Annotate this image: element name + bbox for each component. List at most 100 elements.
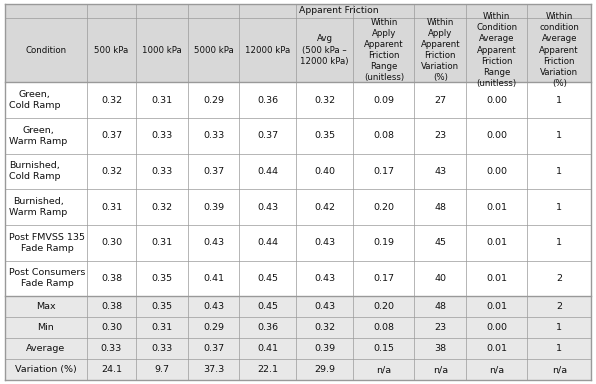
Text: 0.43: 0.43	[203, 238, 224, 247]
Bar	[527, 359, 591, 380]
Bar	[527, 261, 591, 296]
Bar	[240, 154, 296, 189]
Bar	[136, 189, 188, 225]
Text: 0.30: 0.30	[101, 323, 122, 332]
Text: 5000 kPa: 5000 kPa	[194, 46, 234, 55]
Bar	[466, 317, 527, 338]
Bar	[466, 338, 527, 359]
Text: 2: 2	[556, 302, 562, 311]
Text: 1: 1	[556, 344, 562, 353]
Bar	[296, 359, 353, 380]
Text: 29.9: 29.9	[314, 365, 335, 374]
Text: Within
Apply
Apparent
Friction
Variation
(%): Within Apply Apparent Friction Variation…	[421, 18, 460, 82]
Text: 27: 27	[434, 96, 446, 104]
Bar	[5, 118, 87, 154]
Text: 1000 kPa: 1000 kPa	[142, 46, 182, 55]
Bar	[466, 18, 527, 82]
Text: Burnished,
Cold Ramp: Burnished, Cold Ramp	[9, 161, 60, 182]
Text: n/a: n/a	[552, 365, 567, 374]
Bar	[296, 82, 353, 118]
Bar	[188, 189, 240, 225]
Bar	[240, 118, 296, 154]
Text: 0.37: 0.37	[257, 131, 278, 140]
Text: 0.43: 0.43	[314, 274, 335, 283]
Bar	[136, 18, 188, 82]
Text: 0.33: 0.33	[151, 167, 172, 176]
Bar	[188, 118, 240, 154]
Text: 2: 2	[556, 274, 562, 283]
Text: 0.42: 0.42	[314, 203, 335, 212]
Text: 0.00: 0.00	[486, 131, 507, 140]
Bar	[188, 154, 240, 189]
Bar	[353, 338, 414, 359]
Bar	[414, 261, 466, 296]
Bar	[188, 317, 240, 338]
Text: 0.31: 0.31	[151, 238, 172, 247]
Bar	[353, 118, 414, 154]
Bar	[87, 317, 136, 338]
Text: 0.00: 0.00	[486, 96, 507, 104]
Bar	[188, 338, 240, 359]
Bar	[136, 359, 188, 380]
Text: Post FMVSS 135
Fade Ramp: Post FMVSS 135 Fade Ramp	[9, 233, 85, 253]
Bar	[136, 296, 188, 317]
Bar	[87, 296, 136, 317]
Text: Within
Condition
Average
Apparent
Friction
Range
(unitless): Within Condition Average Apparent Fricti…	[476, 12, 517, 88]
Bar	[466, 261, 527, 296]
Text: Green,
Cold Ramp: Green, Cold Ramp	[9, 90, 60, 110]
Text: 0.39: 0.39	[203, 203, 224, 212]
Bar	[5, 359, 87, 380]
Bar	[87, 225, 136, 261]
Text: 0.36: 0.36	[257, 96, 278, 104]
Bar	[353, 261, 414, 296]
Text: Average: Average	[26, 344, 66, 353]
Text: 12000 kPa: 12000 kPa	[245, 46, 290, 55]
Bar	[466, 189, 527, 225]
Text: 0.08: 0.08	[374, 131, 395, 140]
Bar	[296, 261, 353, 296]
Bar	[5, 4, 87, 18]
Text: 500 kPa: 500 kPa	[94, 46, 129, 55]
Text: 0.39: 0.39	[314, 344, 335, 353]
Text: 23: 23	[434, 323, 446, 332]
Bar	[466, 118, 527, 154]
Text: 0.00: 0.00	[486, 323, 507, 332]
Text: Avg
(500 kPa –
12000 kPa): Avg (500 kPa – 12000 kPa)	[300, 35, 349, 66]
Text: 9.7: 9.7	[154, 365, 169, 374]
Text: 0.33: 0.33	[151, 344, 172, 353]
Bar	[136, 154, 188, 189]
Bar	[240, 338, 296, 359]
Text: 0.44: 0.44	[257, 167, 278, 176]
Bar	[414, 317, 466, 338]
Bar	[527, 225, 591, 261]
Text: 0.33: 0.33	[151, 131, 172, 140]
Bar	[5, 338, 87, 359]
Bar	[240, 189, 296, 225]
Bar	[414, 338, 466, 359]
Bar	[466, 225, 527, 261]
Text: Burnished,
Warm Ramp: Burnished, Warm Ramp	[9, 197, 67, 217]
Bar	[414, 18, 466, 82]
Text: 0.36: 0.36	[257, 323, 278, 332]
Bar	[353, 189, 414, 225]
Text: 45: 45	[434, 238, 446, 247]
Text: 0.29: 0.29	[203, 96, 224, 104]
Text: Within
condition
Average
Apparent
Friction
Variation
(%): Within condition Average Apparent Fricti…	[539, 12, 579, 88]
Text: 0.01: 0.01	[486, 274, 507, 283]
Text: Within
Apply
Apparent
Friction
Range
(unitless): Within Apply Apparent Friction Range (un…	[364, 18, 404, 82]
Bar	[527, 154, 591, 189]
Text: 0.41: 0.41	[257, 344, 278, 353]
Bar	[527, 82, 591, 118]
Text: 0.37: 0.37	[203, 344, 224, 353]
Text: Min: Min	[38, 323, 54, 332]
Text: 0.01: 0.01	[486, 238, 507, 247]
Bar	[527, 118, 591, 154]
Text: 1: 1	[556, 323, 562, 332]
Text: n/a: n/a	[489, 365, 504, 374]
Bar	[414, 82, 466, 118]
Text: Apparent Friction: Apparent Friction	[299, 6, 379, 15]
Text: 24.1: 24.1	[101, 365, 122, 374]
Bar	[136, 225, 188, 261]
Text: 0.43: 0.43	[314, 238, 335, 247]
Bar	[240, 18, 296, 82]
